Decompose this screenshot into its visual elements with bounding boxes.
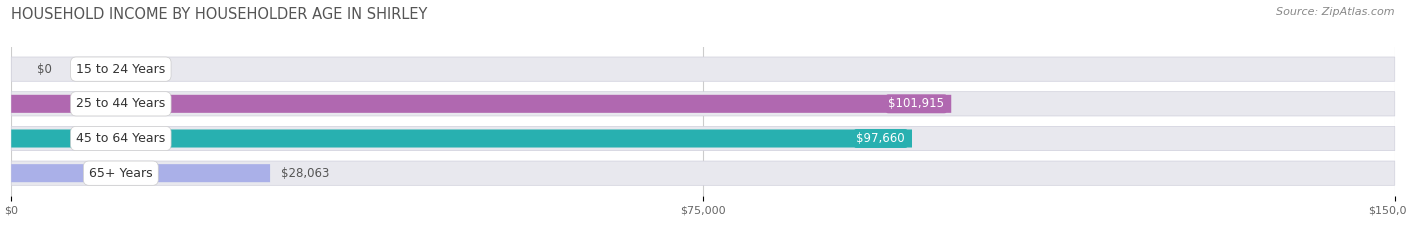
- FancyBboxPatch shape: [11, 126, 1395, 151]
- Text: $101,915: $101,915: [889, 97, 945, 110]
- Text: $97,660: $97,660: [856, 132, 905, 145]
- Text: 45 to 64 Years: 45 to 64 Years: [76, 132, 166, 145]
- FancyBboxPatch shape: [11, 95, 952, 113]
- FancyBboxPatch shape: [11, 161, 1395, 185]
- Text: 25 to 44 Years: 25 to 44 Years: [76, 97, 166, 110]
- FancyBboxPatch shape: [11, 130, 912, 147]
- Text: HOUSEHOLD INCOME BY HOUSEHOLDER AGE IN SHIRLEY: HOUSEHOLD INCOME BY HOUSEHOLDER AGE IN S…: [11, 7, 427, 22]
- FancyBboxPatch shape: [11, 92, 1395, 116]
- Text: $0: $0: [37, 63, 52, 76]
- Text: 15 to 24 Years: 15 to 24 Years: [76, 63, 166, 76]
- Text: 65+ Years: 65+ Years: [89, 167, 153, 180]
- Text: $28,063: $28,063: [281, 167, 329, 180]
- Text: Source: ZipAtlas.com: Source: ZipAtlas.com: [1277, 7, 1395, 17]
- FancyBboxPatch shape: [11, 57, 1395, 81]
- FancyBboxPatch shape: [11, 164, 270, 182]
